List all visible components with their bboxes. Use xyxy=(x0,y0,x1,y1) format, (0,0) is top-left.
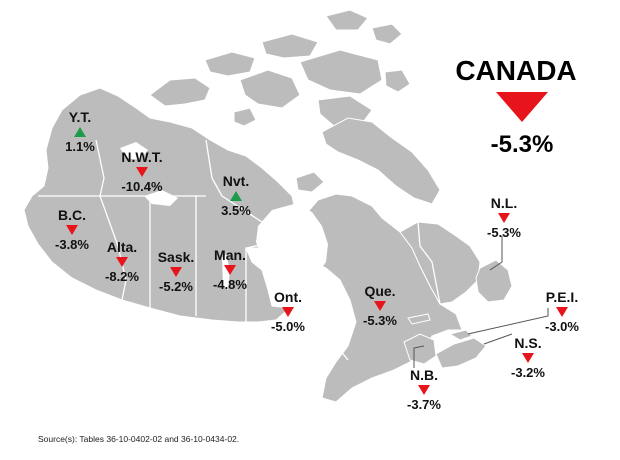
region-yt: Y.T. 1.1% xyxy=(65,109,95,154)
hudson-bay xyxy=(256,204,328,292)
arctic-island xyxy=(371,23,403,45)
region-name: Nvt. xyxy=(223,173,249,189)
region-name: Sask. xyxy=(158,249,195,265)
new-brunswick xyxy=(403,333,437,365)
region-name: N.W.T. xyxy=(121,149,162,165)
region-value: -3.7% xyxy=(407,397,441,412)
region-que: Que. -5.3% xyxy=(363,283,397,328)
down-arrow-icon xyxy=(136,167,148,177)
arctic-island xyxy=(299,49,383,95)
down-arrow-icon xyxy=(556,307,568,317)
region-name: Ont. xyxy=(274,289,302,305)
region-bc: B.C. -3.8% xyxy=(55,207,89,252)
region-value: -5.0% xyxy=(271,319,305,334)
region-value: -5.2% xyxy=(159,279,193,294)
hudson-island xyxy=(295,171,325,193)
region-value: -3.8% xyxy=(55,237,89,252)
region-value: -5.3% xyxy=(363,313,397,328)
provincial-borders xyxy=(38,139,441,361)
down-arrow-icon xyxy=(498,213,510,223)
james-bay xyxy=(296,284,310,306)
region-value: -3.2% xyxy=(511,365,545,380)
region-name: Alta. xyxy=(107,239,137,255)
region-name: P.E.I. xyxy=(546,289,578,305)
region-name: Que. xyxy=(364,283,395,299)
down-arrow-icon xyxy=(418,385,430,395)
region-name: Y.T. xyxy=(69,109,92,125)
arctic-island xyxy=(325,9,369,31)
region-name: N.B. xyxy=(410,367,438,383)
arctic-island xyxy=(233,107,257,127)
down-arrow-icon xyxy=(170,267,182,277)
pei xyxy=(448,329,473,341)
lake-winnipeg xyxy=(222,254,230,290)
nova-scotia xyxy=(435,337,487,369)
newfoundland xyxy=(475,259,513,303)
region-nwt: N.W.T. -10.4% xyxy=(121,149,163,194)
region-ns: N.S. -3.2% xyxy=(511,335,545,380)
region-name: N.S. xyxy=(514,335,541,351)
national-indicator: CANADA -5.3% xyxy=(455,55,576,158)
leader-nb xyxy=(413,345,425,368)
source-note: Source(s): Tables 36-10-0402-02 and 36-1… xyxy=(38,434,239,444)
great-slave-lake xyxy=(144,190,178,206)
region-value: -10.4% xyxy=(121,179,163,194)
region-value: -4.8% xyxy=(213,277,247,292)
arctic-island xyxy=(204,51,256,77)
great-bear-lake xyxy=(120,142,148,160)
region-value: 1.1% xyxy=(65,139,95,154)
region-nb: N.B. -3.7% xyxy=(407,367,441,412)
down-arrow-icon xyxy=(374,301,386,311)
region-value: 3.5% xyxy=(221,203,251,218)
ungava-bay xyxy=(396,210,418,228)
region-nl: N.L. -5.3% xyxy=(487,195,521,240)
down-arrow-icon xyxy=(522,353,534,363)
region-alta: Alta. -8.2% xyxy=(105,239,139,284)
region-name: N.L. xyxy=(491,195,517,211)
region-name: B.C. xyxy=(58,207,86,223)
region-labels: Y.T. 1.1% N.W.T. -10.4% Nvt. 3.5% B.C. -3.8% Alt… xyxy=(55,109,579,412)
down-arrow-icon xyxy=(116,257,128,267)
baffin-island xyxy=(321,117,441,205)
region-sask: Sask. -5.2% xyxy=(158,249,195,294)
region-name: Man. xyxy=(214,247,246,263)
up-arrow-icon xyxy=(230,191,242,201)
region-pei: P.E.I. -3.0% xyxy=(545,289,579,334)
national-down-arrow-icon xyxy=(496,92,548,122)
land-mass xyxy=(23,9,513,403)
leader-nl xyxy=(489,236,503,271)
region-man: Man. -4.8% xyxy=(213,247,247,292)
anticosti xyxy=(407,313,431,325)
region-value: -5.3% xyxy=(487,225,521,240)
arctic-island xyxy=(384,69,411,93)
arctic-island xyxy=(261,33,319,59)
region-ont: Ont. -5.0% xyxy=(271,289,305,334)
down-arrow-icon xyxy=(282,307,294,317)
arctic-island xyxy=(149,77,211,107)
leader-pei xyxy=(467,308,549,335)
national-name: CANADA xyxy=(455,55,576,86)
region-value: -8.2% xyxy=(105,269,139,284)
down-arrow-icon xyxy=(224,265,236,275)
up-arrow-icon xyxy=(74,127,86,137)
region-nvt: Nvt. 3.5% xyxy=(221,173,251,218)
leader-lines xyxy=(413,236,549,368)
down-arrow-icon xyxy=(66,225,78,235)
leader-ns xyxy=(483,333,513,345)
arctic-island xyxy=(239,69,301,109)
national-value: -5.3% xyxy=(491,131,554,158)
region-value: -3.0% xyxy=(545,319,579,334)
